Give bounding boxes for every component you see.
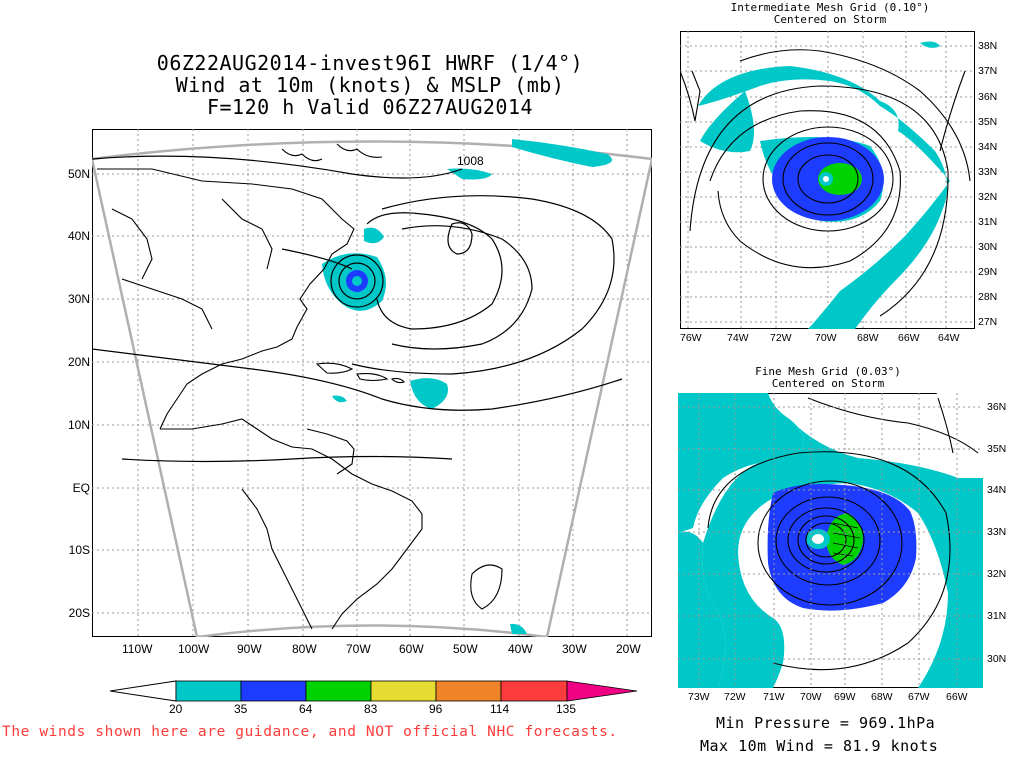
contour-label: 1008: [457, 154, 484, 168]
fine-lon-72w: 72W: [724, 691, 746, 703]
colorbar-label-96: 96: [429, 702, 443, 716]
fine-map-canvas: [678, 393, 983, 688]
int-lon-66w: 66W: [898, 332, 920, 344]
int-lon-72w: 72W: [770, 332, 792, 344]
main-lat-labels: 50N 40N 30N 20N 10N EQ 10S 20S: [52, 167, 90, 627]
lat-label-eq: EQ: [72, 481, 90, 495]
lon-label-100w: 100W: [178, 642, 210, 656]
fine-lat-34n: 34N: [987, 484, 1007, 496]
colorbar-bar: [109, 680, 638, 702]
lon-label-70w: 70W: [346, 642, 371, 656]
colorbar-swatch-cyan: [175, 680, 242, 702]
lon-label-20w: 20W: [616, 642, 641, 656]
intermediate-lon-labels: 76W 74W 72W 70W 68W 66W 64W: [680, 332, 980, 346]
colorbar-swatch-orange: [435, 680, 502, 702]
min-pressure: Min Pressure = 969.1hPa: [716, 714, 936, 732]
fine-lat-33n: 33N: [987, 526, 1007, 538]
int-lat-31n: 31N: [978, 216, 998, 228]
colorbar-swatch-yellow: [370, 680, 437, 702]
lon-label-90w: 90W: [237, 642, 262, 656]
colorbar-label-114: 114: [490, 702, 510, 716]
fine-lon-69w: 69W: [834, 691, 856, 703]
main-map: 1008: [90, 129, 654, 639]
fine-lat-35n: 35N: [987, 443, 1007, 455]
main-title-line3: F=120 h Valid 06Z27AUG2014: [206, 95, 534, 119]
lat-label-30n: 30N: [67, 292, 90, 306]
lat-label-50n: 50N: [67, 167, 90, 181]
fine-title-line2: Centered on Storm: [771, 377, 885, 390]
int-lat-38n: 38N: [978, 40, 998, 52]
lon-label-110w: 110W: [122, 642, 153, 656]
fine-lat-labels: 36N 35N 34N 33N 32N 31N 30N: [987, 401, 1023, 681]
intermediate-title-line1: Intermediate Mesh Grid (0.10°): [730, 1, 930, 14]
intermediate-title: Intermediate Mesh Grid (0.10°) Centered …: [680, 2, 980, 26]
main-lon-labels: 110W 100W 90W 80W 70W 60W 50W 40W 30W 20…: [92, 642, 652, 658]
wind-shading: [322, 139, 612, 634]
lon-label-80w: 80W: [292, 642, 317, 656]
fine-lat-32n: 32N: [987, 568, 1007, 580]
fine-lat-30n: 30N: [987, 653, 1007, 665]
int-lat-32n: 32N: [978, 191, 998, 203]
max-wind: Max 10m Wind = 81.9 knots: [700, 737, 939, 755]
main-title-line2: Wind at 10m (knots) & MSLP (mb): [175, 73, 565, 97]
lat-label-20n: 20N: [67, 355, 90, 369]
fine-lat-31n: 31N: [987, 610, 1007, 622]
coastlines: [97, 143, 503, 630]
lon-label-30w: 30W: [562, 642, 587, 656]
fine-lon-71w: 71W: [763, 691, 785, 703]
lat-label-40n: 40N: [67, 229, 90, 243]
colorbar-swatch-blue: [240, 680, 307, 702]
int-lon-64w: 64W: [938, 332, 960, 344]
int-lat-30n: 30N: [978, 241, 998, 253]
int-lat-28n: 28N: [978, 291, 998, 303]
int-lon-76w: 76W: [680, 332, 702, 344]
colorbar-label-135: 135: [556, 702, 577, 716]
disclaimer: The winds shown here are guidance, and N…: [2, 724, 618, 740]
int-lat-37n: 37N: [978, 65, 998, 77]
int-lat-36n: 36N: [978, 91, 998, 103]
lon-label-60w: 60W: [399, 642, 424, 656]
main-title-line1: 06Z22AUG2014-invest96I HWRF (1/4°): [156, 51, 584, 75]
fine-lon-67w: 67W: [908, 691, 930, 703]
colorbar-label-20: 20: [169, 702, 183, 716]
fine-map: [678, 393, 983, 688]
int-lon-68w: 68W: [857, 332, 879, 344]
fine-lon-70w: 70W: [800, 691, 822, 703]
fine-title-line1: Fine Mesh Grid (0.03°): [755, 365, 901, 378]
int-lon-70w: 70W: [815, 332, 837, 344]
fine-lon-68w: 68W: [871, 691, 893, 703]
colorbar-swatch-magenta: [566, 680, 638, 702]
intermediate-lat-labels: 38N 37N 36N 35N 34N 33N 32N 31N 30N 29N …: [978, 40, 1018, 330]
fine-lon-labels: 73W 72W 71W 70W 69W 68W 67W 66W: [678, 691, 983, 705]
main-map-canvas: 1008: [90, 129, 654, 639]
colorbar-label-64: 64: [299, 702, 313, 716]
int-lat-34n: 34N: [978, 141, 998, 153]
colorbar-swatch-red: [500, 680, 568, 702]
fine-lon-73w: 73W: [688, 691, 710, 703]
int-lat-33n: 33N: [978, 166, 998, 178]
intermediate-map: [679, 31, 975, 329]
fine-lat-36n: 36N: [987, 401, 1007, 413]
colorbar: 20 35 64 83 96 114 135: [109, 680, 638, 720]
lat-label-10n: 10N: [67, 418, 90, 432]
fine-lon-66w: 66W: [946, 691, 968, 703]
colorbar-label-35: 35: [234, 702, 248, 716]
colorbar-swatch-green: [305, 680, 372, 702]
lat-label-10s: 10S: [68, 543, 90, 557]
lat-label-20s: 20S: [68, 606, 90, 620]
mslp-contours: [91, 155, 623, 463]
colorbar-label-83: 83: [364, 702, 378, 716]
int-lat-27n: 27N: [978, 316, 998, 328]
fine-title: Fine Mesh Grid (0.03°) Centered on Storm: [678, 366, 978, 390]
intermediate-title-line2: Centered on Storm: [773, 13, 887, 26]
int-lat-29n: 29N: [978, 266, 998, 278]
lon-label-50w: 50W: [453, 642, 478, 656]
int-lat-35n: 35N: [978, 116, 998, 128]
lon-label-40w: 40W: [508, 642, 533, 656]
intermediate-map-canvas: [679, 31, 975, 329]
main-title: 06Z22AUG2014-invest96I HWRF (1/4°) Wind …: [90, 52, 650, 118]
int-lon-74w: 74W: [727, 332, 749, 344]
